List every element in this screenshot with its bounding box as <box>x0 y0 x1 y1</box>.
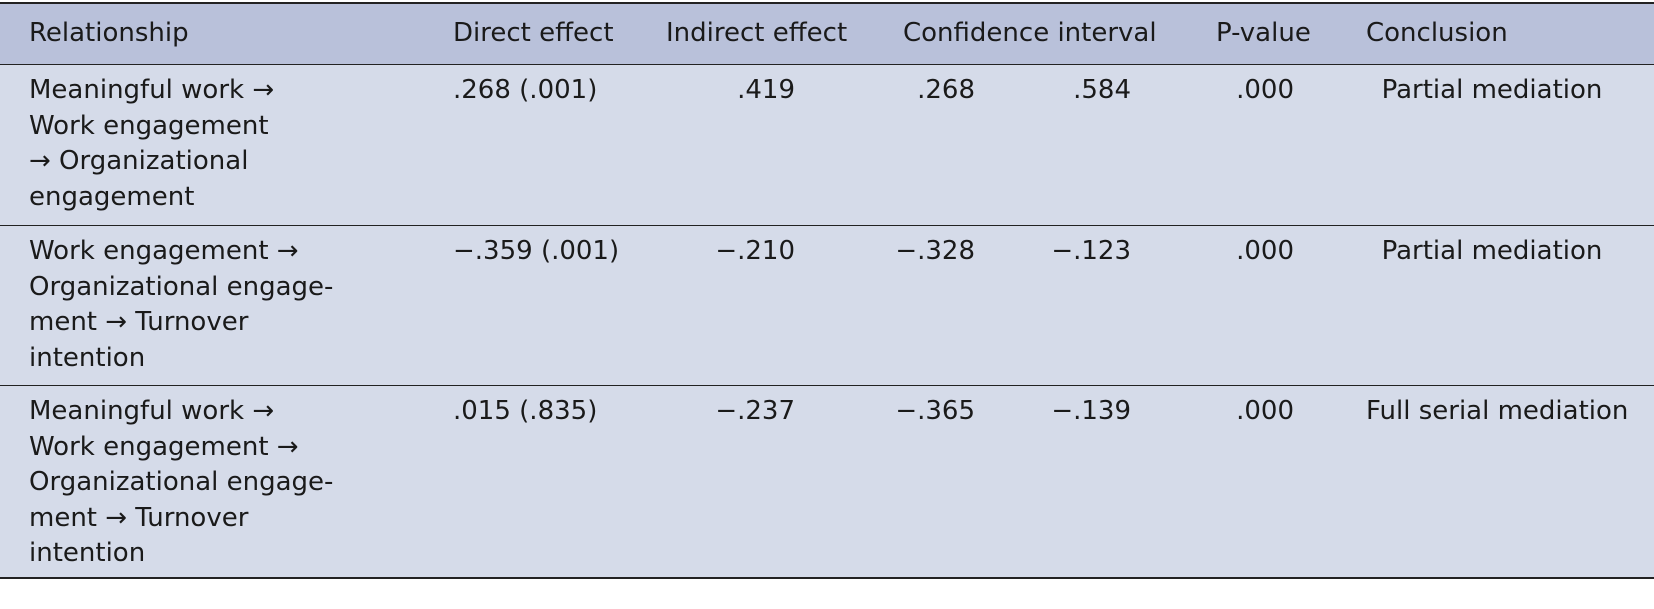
relationship-line: intention <box>29 538 146 568</box>
direct-effect-cell: .268 (.001) <box>453 75 598 105</box>
ci-upper-cell: −.139 <box>1051 396 1131 426</box>
relationship-line: Organizational engage- <box>29 271 334 302</box>
indirect-effect-cell: −.237 <box>715 396 795 426</box>
conclusion-cell: Partial mediation <box>1381 75 1603 105</box>
p-value-cell: .000 <box>1236 75 1294 105</box>
relationship-line: ment → Turnover <box>29 307 249 337</box>
header-conclusion: Conclusion <box>1366 18 1508 48</box>
table-row: Meaningful work → Work engagement → Orga… <box>0 386 1654 579</box>
conclusion-cell: Partial mediation <box>1381 236 1603 266</box>
ci-upper-cell: −.123 <box>1051 236 1131 266</box>
table-header-row: Relationship Direct effect Indirect effe… <box>0 2 1654 65</box>
relationship-line: engagement <box>29 181 195 212</box>
table-row: Meaningful work → Work engagement → Orga… <box>0 65 1654 226</box>
p-value-cell: .000 <box>1236 236 1294 266</box>
conclusion-cell: Full serial mediation <box>1366 396 1629 426</box>
ci-lower-cell: .268 <box>917 75 975 105</box>
relationship-cell: Meaningful work → Work engagement → Orga… <box>29 394 333 572</box>
relationship-line: Organizational engage- <box>29 467 334 497</box>
relationship-line: Meaningful work → <box>29 75 275 105</box>
relationship-line: Work engagement → <box>29 236 299 266</box>
indirect-effect-cell: .419 <box>737 75 795 105</box>
relationship-line: ment → Turnover <box>29 502 249 533</box>
table-row: Work engagement → Organizational engage-… <box>0 226 1654 386</box>
p-value-cell: .000 <box>1236 396 1294 426</box>
relationship-cell: Meaningful work → Work engagement → Orga… <box>29 73 274 215</box>
ci-lower-cell: −.328 <box>895 236 975 266</box>
ci-upper-cell: .584 <box>1073 75 1131 105</box>
direct-effect-cell: .015 (.835) <box>453 396 598 426</box>
ci-lower-cell: −.365 <box>895 396 975 426</box>
relationship-line: intention <box>29 342 146 373</box>
header-indirect-effect: Indirect effect <box>666 18 848 48</box>
relationship-cell: Work engagement → Organizational engage-… <box>29 234 333 376</box>
relationship-line: → Organizational <box>29 146 249 176</box>
relationship-line: Work engagement → <box>29 431 299 462</box>
mediation-table: Relationship Direct effect Indirect effe… <box>0 2 1654 579</box>
header-direct-effect: Direct effect <box>453 18 614 48</box>
header-p-value: P-value <box>1216 18 1311 48</box>
header-relationship: Relationship <box>29 18 189 48</box>
header-confidence-interval: Confidence interval <box>903 18 1157 48</box>
relationship-line: Work engagement <box>29 110 269 141</box>
indirect-effect-cell: −.210 <box>715 236 795 266</box>
relationship-line: Meaningful work → <box>29 396 275 426</box>
direct-effect-cell: −.359 (.001) <box>453 236 620 266</box>
